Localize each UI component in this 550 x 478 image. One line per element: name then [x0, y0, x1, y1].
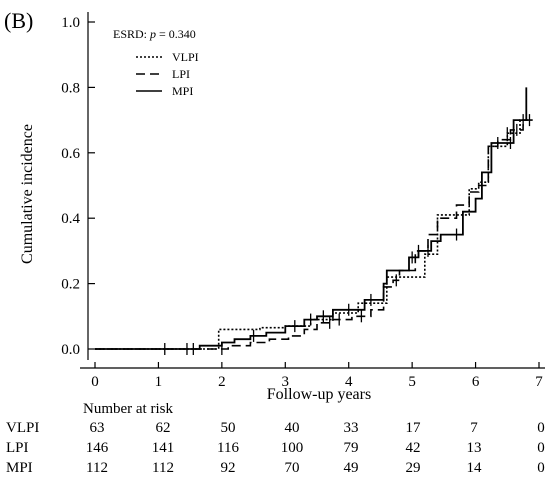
legend-label-vlpi: VLPI: [172, 50, 199, 64]
y-axis-label: Cumulative incidence: [19, 124, 36, 264]
y-tick-label: 0.4: [61, 211, 80, 227]
risk-value: 17: [406, 420, 422, 436]
legend-title-p: p: [149, 27, 156, 41]
x-tick-label: 3: [282, 374, 290, 390]
x-tick-label: 1: [155, 374, 163, 390]
risk-value: 79: [344, 440, 359, 456]
risk-table-title: Number at risk: [83, 401, 173, 417]
legend: ESRD: p = 0.340 VLPI LPI MPI: [113, 27, 199, 98]
risk-value: 92: [221, 460, 236, 476]
risk-value: 141: [152, 440, 175, 456]
risk-value: 50: [221, 420, 236, 436]
risk-value: 14: [467, 460, 483, 476]
risk-value: 100: [281, 440, 304, 456]
x-tick-label: 4: [345, 374, 353, 390]
x-tick-label: 2: [218, 374, 226, 390]
risk-value: 116: [217, 440, 239, 456]
series-vlpi: [95, 114, 530, 350]
risk-value: 62: [156, 420, 171, 436]
risk-value: 33: [344, 420, 359, 436]
legend-label-mpi: MPI: [172, 84, 193, 98]
y-tick-label: 0.2: [61, 277, 80, 293]
risk-value: 49: [344, 460, 359, 476]
x-tick-label: 7: [535, 374, 543, 390]
risk-value: 112: [86, 460, 108, 476]
risk-value: 29: [406, 460, 421, 476]
risk-value: 42: [406, 440, 421, 456]
risk-value: 63: [90, 420, 105, 436]
risk-value: 146: [86, 440, 109, 456]
y-tick-label: 0.6: [61, 146, 80, 162]
axes: 0 1 2 3 4 5 6 7 0.0 0.2 0.4 0.6 0.8 1.0: [61, 12, 545, 390]
legend-title-prefix: ESRD:: [113, 27, 150, 41]
series-mpi: [95, 87, 528, 355]
risk-row-label: VLPI: [6, 420, 39, 436]
legend-title-value: = 0.340: [156, 27, 196, 41]
x-axis-label: Follow-up years: [267, 386, 371, 403]
risk-value: 112: [152, 460, 174, 476]
y-tick-label: 0.0: [61, 342, 80, 358]
legend-label-lpi: LPI: [172, 67, 190, 81]
series-line-mpi: [95, 87, 528, 350]
risk-value: 0: [537, 440, 545, 456]
risk-row-label: LPI: [6, 440, 29, 456]
legend-title: ESRD: p = 0.340: [113, 27, 196, 41]
series-line-lpi: [95, 119, 533, 350]
x-tick-label: 6: [472, 374, 480, 390]
x-tick-label: 5: [408, 374, 416, 390]
panel-label: (B): [4, 8, 33, 33]
x-tick-label: 0: [91, 374, 99, 390]
risk-row-label: MPI: [6, 460, 33, 476]
series-line-vlpi: [95, 119, 530, 350]
risk-value: 13: [467, 440, 482, 456]
y-tick-label: 0.8: [61, 80, 80, 96]
risk-value: 0: [537, 460, 545, 476]
risk-value: 40: [285, 420, 300, 436]
series-layer: [95, 87, 533, 355]
risk-value: 0: [537, 420, 545, 436]
risk-value: 7: [470, 420, 478, 436]
y-tick-label: 1.0: [61, 15, 80, 31]
risk-value: 70: [285, 460, 300, 476]
